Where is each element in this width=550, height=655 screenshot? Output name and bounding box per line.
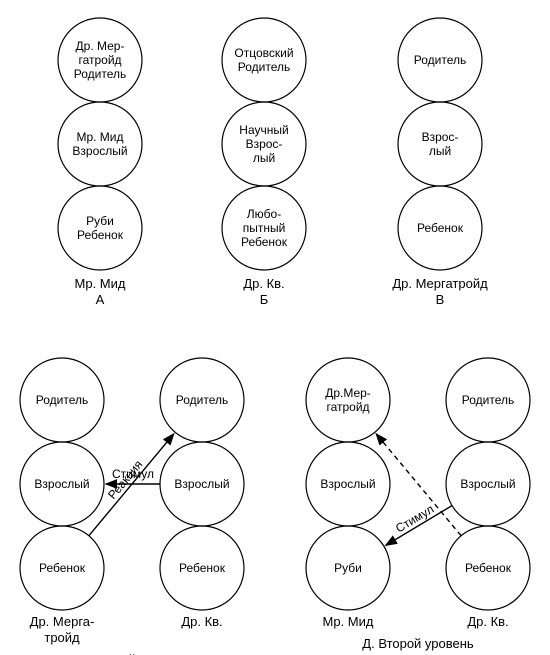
top-V-0-label-line-0: Родитель [414, 53, 466, 67]
top-A-0-label-line-1: гатройд [78, 53, 121, 67]
top-B-1-label-line-0: Научный [239, 123, 288, 137]
top-B-caption-line-1: Б [260, 292, 269, 307]
panel-D-right-0-label-line-0: Родитель [462, 393, 514, 407]
panel-D-right-2-label-line-0: Ребенок [465, 561, 512, 575]
top-B-caption-line-0: Др. Кв. [243, 276, 284, 291]
top-B-0-label-line-1: Родитель [238, 60, 290, 74]
panel-D-left-0-label-line-1: гатройд [326, 400, 369, 414]
top-A-1-label-line-1: Взрослый [72, 144, 127, 158]
panel-G-right-2-label-line-0: Ребенок [179, 561, 226, 575]
panel-G-left-0-label-line-0: Родитель [36, 393, 88, 407]
top-B-1-label-line-1: Взрос- [246, 137, 283, 151]
panel-D-left-caption-line-0: Мр. Мид [323, 614, 374, 629]
top-A-0-label-line-0: Др. Мер- [76, 39, 125, 53]
top-V-1-label-line-1: лый [429, 144, 451, 158]
panel-G-left-caption-line-1: тройд [44, 630, 80, 645]
top-B-1-label-line-2: лый [253, 151, 275, 165]
top-A-1-label-line-0: Мр. Мид [76, 130, 123, 144]
panel-G-right-0-label-line-0: Родитель [176, 393, 228, 407]
panel-D-left-0-label-line-0: Др.Мер- [325, 386, 371, 400]
diagram-root: Др. Мер-гатройдРодительМр. МидВзрослыйРу… [0, 0, 550, 655]
top-V-caption-line-0: Др. Мергатройд [392, 276, 488, 291]
panel-D-right-1-label-line-0: Взрослый [460, 477, 515, 491]
panel-G-left-1-label-line-0: Взрослый [34, 477, 89, 491]
panel-D-left-2-label-line-0: Руби [334, 561, 362, 575]
top-A-0-label-line-2: Родитель [74, 67, 126, 81]
panel-D-left-1-label-line-0: Взрослый [320, 477, 375, 491]
top-V-caption-line-1: В [436, 292, 445, 307]
top-A-2-label-line-1: Ребенок [77, 228, 124, 242]
panel-G-right-caption-line-0: Др. Кв. [181, 614, 222, 629]
top-B-2-label-line-1: пытный [243, 221, 286, 235]
top-V-2-label-line-0: Ребенок [417, 221, 464, 235]
panel-G-arrow-1 [89, 434, 174, 536]
top-V-1-label-line-0: Взрос- [422, 130, 459, 144]
panel-G-left-2-label-line-0: Ребенок [39, 561, 86, 575]
panel-G-left-caption-line-0: Др. Мерга- [30, 614, 95, 629]
top-A-2-label-line-0: Руби [86, 214, 114, 228]
top-B-2-label-line-0: Любо- [247, 207, 281, 221]
top-A-caption-line-0: Мр. Мид [75, 276, 126, 291]
top-A-caption-line-1: А [96, 292, 105, 307]
top-B-0-label-line-0: Отцовский [234, 46, 293, 60]
top-B-2-label-line-2: Ребенок [241, 235, 288, 249]
panel-D-right-caption-line-0: Др. Кв. [467, 614, 508, 629]
panel-D-caption: Д. Второй уровень [362, 636, 474, 651]
panel-G-right-1-label-line-0: Взрослый [174, 477, 229, 491]
